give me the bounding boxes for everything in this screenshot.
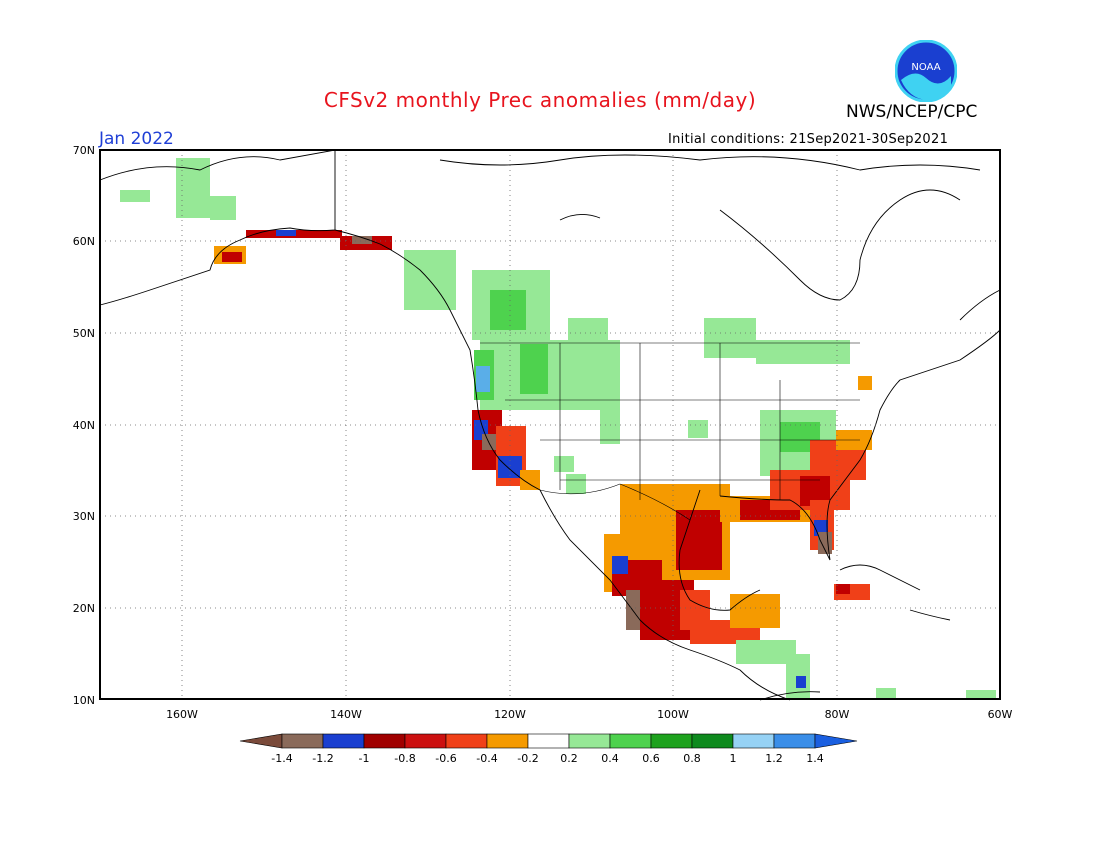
lat-label: 20N (73, 602, 95, 615)
anomaly-cell (498, 456, 522, 478)
anomaly-cell (600, 410, 620, 444)
lon-label: 140W (330, 708, 362, 721)
graticule (100, 150, 1000, 700)
colorbar-tick-label: 0.8 (683, 752, 701, 765)
lat-label: 40N (73, 419, 95, 432)
political-borders (480, 342, 860, 521)
colorbar-swatch (445, 733, 488, 749)
anomaly-cell (476, 366, 490, 392)
colorbar-tick-label: -0.6 (435, 752, 457, 765)
anomaly-cell (222, 252, 242, 262)
lon-label: 160W (166, 708, 198, 721)
lat-label: 60N (73, 235, 95, 248)
anomaly-cell (566, 474, 586, 494)
noaa-logo: NOAA (894, 39, 958, 103)
colorbar-tick-label: 1.4 (806, 752, 824, 765)
colorbar-tick-label: -0.2 (517, 752, 539, 765)
colorbar-tick-label: 1 (729, 752, 737, 765)
lon-label: 60W (988, 708, 1013, 721)
colorbar-swatch (732, 733, 775, 749)
initial-conditions: Initial conditions: 21Sep2021-30Sep2021 (668, 132, 949, 147)
anomaly-cell (966, 690, 996, 698)
anomaly-cell (404, 250, 456, 310)
anomaly-cell (568, 318, 608, 342)
lat-label: 70N (73, 144, 95, 157)
colorbar-swatch (650, 733, 693, 749)
colorbar-swatch (527, 733, 570, 749)
map-title: CFSv2 monthly Prec anomalies (mm/day) (323, 88, 757, 112)
anomaly-cell (210, 196, 236, 220)
colorbar-tick-label: -0.8 (394, 752, 416, 765)
latitude-labels: 70N 60N 50N 40N 30N 20N 10N (73, 144, 95, 707)
lon-label: 80W (825, 708, 850, 721)
anomaly-fills (120, 158, 996, 698)
lat-label: 30N (73, 510, 95, 523)
org-label: NWS/NCEP/CPC (846, 102, 978, 122)
anomaly-cell (276, 230, 296, 236)
anomaly-cell (756, 340, 850, 364)
colorbar-swatch (609, 733, 652, 749)
colorbar-swatch (322, 733, 365, 749)
colorbar-swatch (773, 733, 816, 749)
colorbar-swatch (363, 733, 406, 749)
anomaly-cell (480, 340, 620, 410)
forecast-month: Jan 2022 (99, 129, 174, 149)
coastlines (99, 149, 1001, 701)
colorbar-tick-label: -1.4 (271, 752, 293, 765)
lat-label: 50N (73, 327, 95, 340)
colorbar-tick-label: -0.4 (476, 752, 498, 765)
colorbar-arrow-left (239, 733, 283, 749)
colorbar-tick-label: 1.2 (765, 752, 783, 765)
colorbar-swatch (281, 733, 324, 749)
anomaly-cell (520, 344, 548, 394)
colorbar-swatch (404, 733, 447, 749)
anomaly-cell (858, 376, 872, 390)
noaa-logo-text: NOAA (911, 62, 940, 73)
colorbar-tick-label: -1.2 (312, 752, 334, 765)
lon-label: 100W (657, 708, 689, 721)
colorbar-tick-label: -1 (358, 752, 370, 765)
lon-label: 120W (494, 708, 526, 721)
lat-label: 10N (73, 694, 95, 707)
anomaly-cell (490, 290, 526, 330)
anomaly-cell (612, 556, 628, 574)
colorbar-arrow-right (814, 733, 858, 749)
anomaly-cell (836, 584, 850, 594)
colorbar (239, 733, 858, 749)
colorbar-swatch (568, 733, 611, 749)
map-frame (99, 149, 1001, 700)
colorbar-swatch (691, 733, 734, 749)
anomaly-cell (554, 456, 574, 472)
anomaly-cell (352, 236, 372, 244)
anomaly-cell (730, 594, 780, 628)
colorbar-tick-label: 0.4 (601, 752, 619, 765)
colorbar-tick-label: 0.2 (560, 752, 578, 765)
anomaly-cell (520, 470, 540, 490)
anomaly-cell (876, 688, 896, 698)
anomaly-cell (796, 676, 806, 688)
anomaly-cell (120, 190, 150, 202)
colorbar-swatch (486, 733, 529, 749)
anomaly-cell (704, 318, 756, 358)
longitude-labels: 160W 140W 120W 100W 80W 60W (166, 708, 1012, 721)
anomaly-cell (688, 420, 708, 438)
colorbar-tick-label: 0.6 (642, 752, 660, 765)
